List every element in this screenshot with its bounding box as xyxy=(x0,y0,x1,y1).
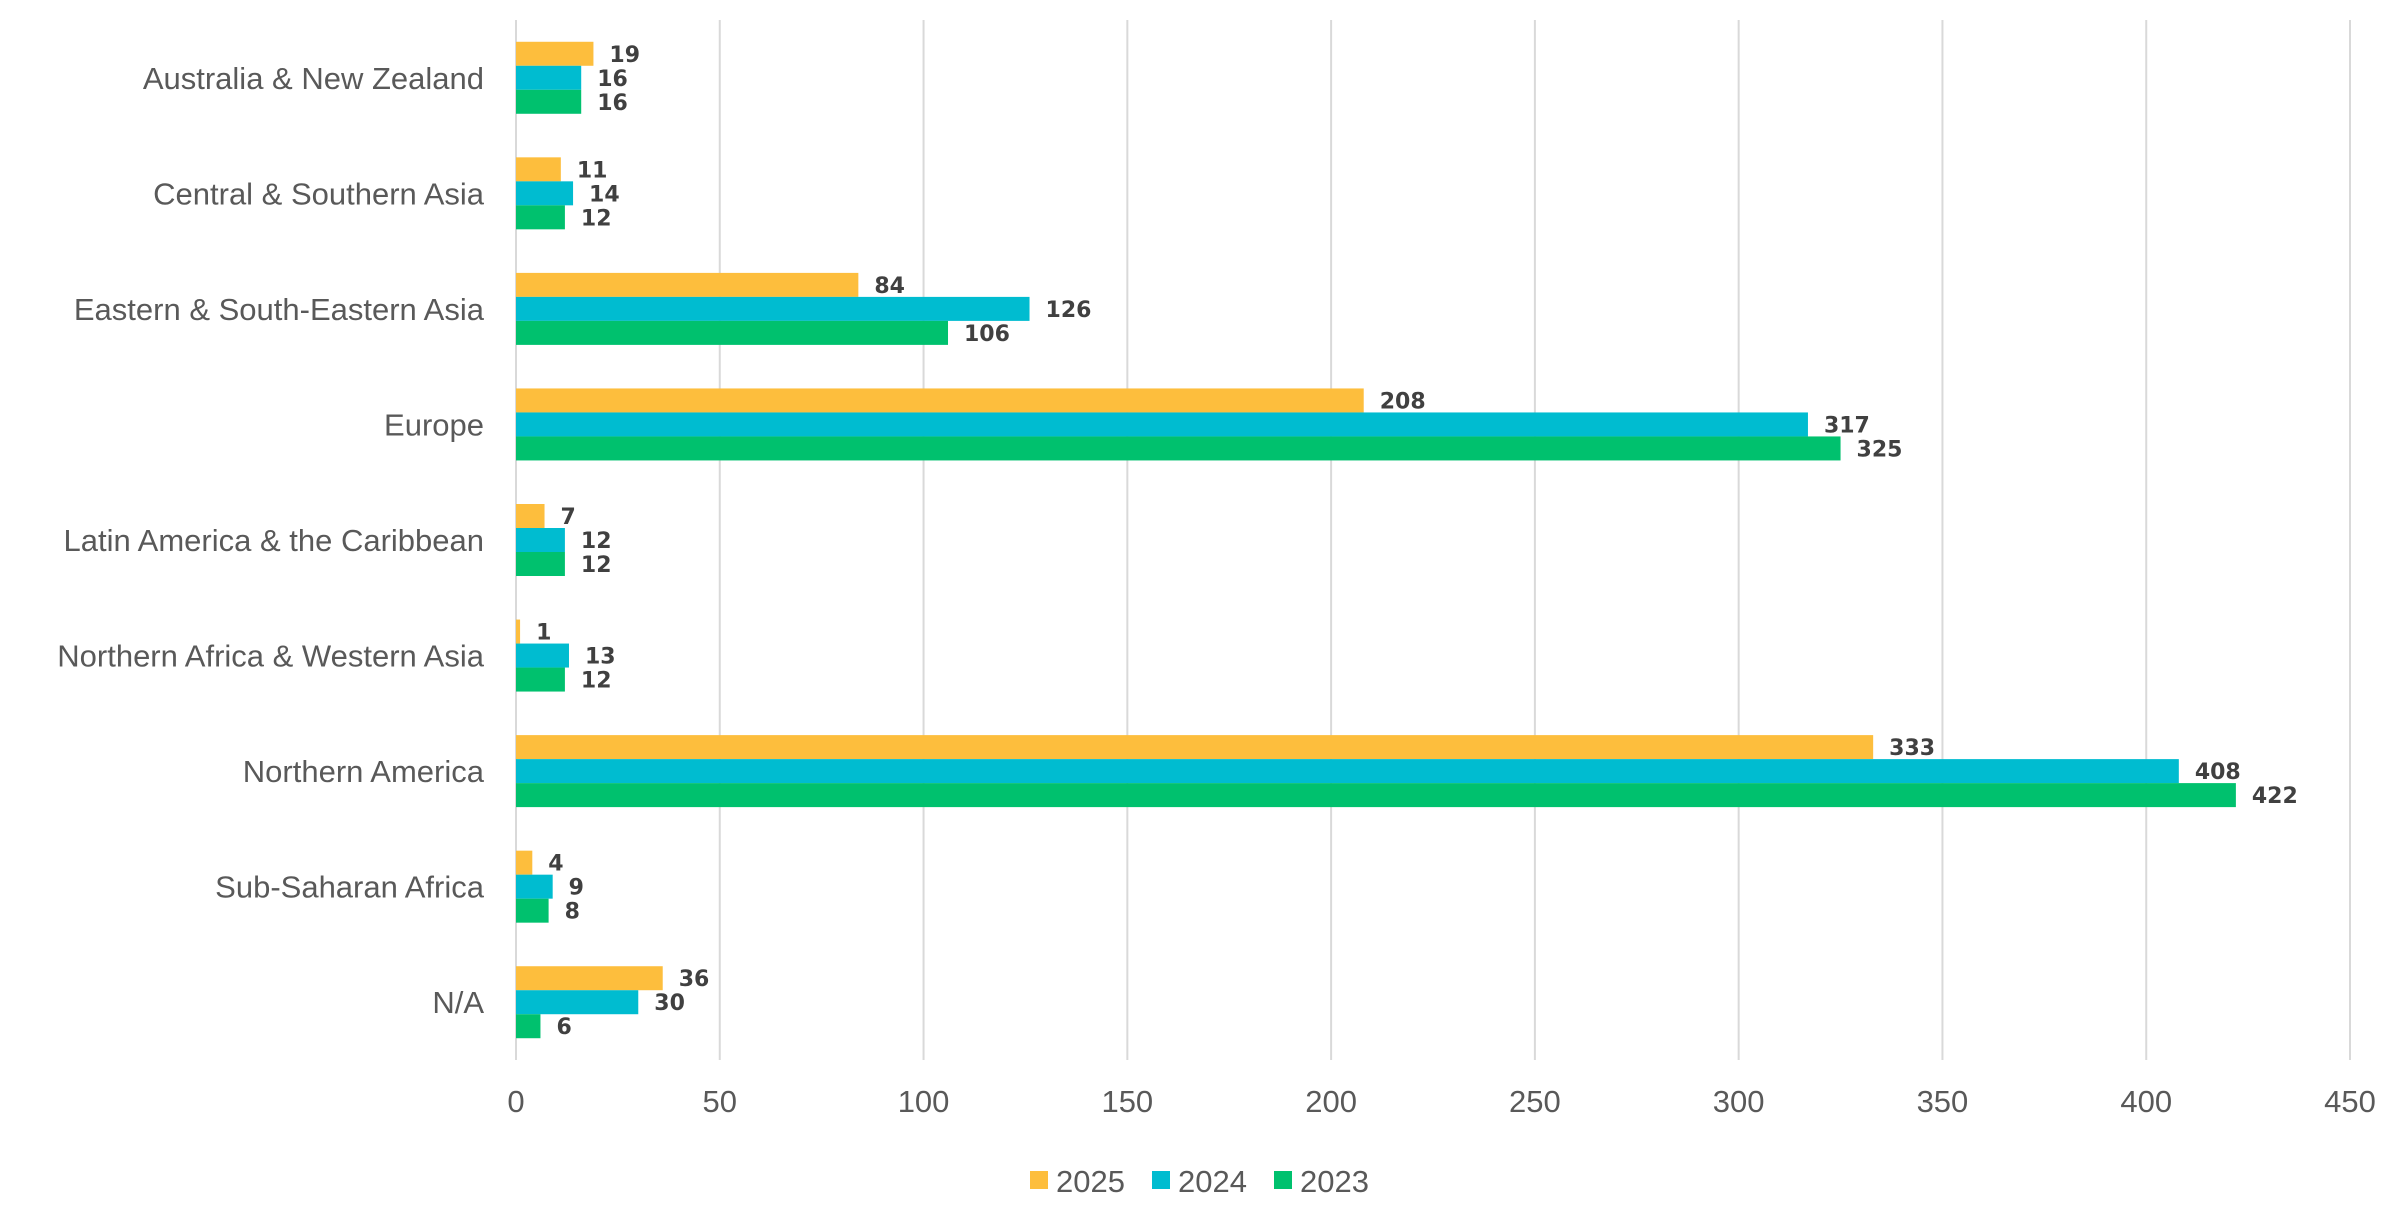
bar-2023-3 xyxy=(516,436,1841,461)
category-label-3: Europe xyxy=(384,407,484,442)
data-label-2023-3: 325 xyxy=(1857,437,1903,462)
bar-2024-1 xyxy=(516,181,574,206)
x-tick-label-150: 150 xyxy=(1101,1084,1153,1119)
legend-swatch-2024 xyxy=(1152,1171,1170,1189)
data-label-2023-2: 106 xyxy=(964,322,1010,347)
data-label-2025-8: 36 xyxy=(679,967,710,992)
data-label-2025-0: 19 xyxy=(609,43,640,68)
bar-2025-0 xyxy=(516,41,594,66)
legend-swatch-2025 xyxy=(1030,1171,1048,1189)
data-label-2025-3: 208 xyxy=(1380,389,1426,414)
bar-layer xyxy=(516,41,2236,1039)
data-label-2024-6: 408 xyxy=(2195,760,2241,785)
legend: 2025 2024 2023 xyxy=(1030,1164,1369,1199)
data-label-2023-5: 12 xyxy=(581,669,612,694)
legend-label-2025: 2025 xyxy=(1056,1164,1125,1199)
legend-swatch-2023 xyxy=(1274,1171,1292,1189)
legend-label-2023: 2023 xyxy=(1300,1164,1369,1199)
data-label-2023-1: 12 xyxy=(581,206,612,231)
data-label-2024-2: 126 xyxy=(1046,298,1092,323)
bar-2024-8 xyxy=(516,990,639,1015)
data-label-2023-6: 422 xyxy=(2252,784,2298,809)
x-tick-label-200: 200 xyxy=(1305,1084,1357,1119)
bar-2024-5 xyxy=(516,643,569,668)
category-label-5: Northern Africa & Western Asia xyxy=(57,639,484,674)
bar-2023-7 xyxy=(516,898,549,923)
bar-2023-0 xyxy=(516,89,582,114)
bar-2023-2 xyxy=(516,320,949,345)
bar-2024-0 xyxy=(516,65,582,90)
category-label-6: Northern America xyxy=(243,754,485,789)
bar-2025-4 xyxy=(516,504,545,528)
data-label-2024-4: 12 xyxy=(581,529,612,554)
bar-2023-8 xyxy=(516,1014,541,1039)
bar-2024-7 xyxy=(516,874,553,899)
data-label-2025-7: 4 xyxy=(548,852,563,877)
data-label-2023-8: 6 xyxy=(556,1015,571,1040)
x-tick-label-50: 50 xyxy=(703,1084,737,1119)
data-label-2024-1: 14 xyxy=(589,182,620,207)
data-label-2024-0: 16 xyxy=(597,67,628,92)
grid-layer xyxy=(515,20,2351,1060)
bar-2025-7 xyxy=(516,850,533,875)
label-layer: 0 50 100 150 200 250 300 350 400 450191616Austral… xyxy=(57,43,2376,1119)
bar-2025-1 xyxy=(516,157,561,182)
data-label-2025-6: 333 xyxy=(1889,736,1935,761)
x-tick-label-350: 350 xyxy=(1917,1084,1969,1119)
category-label-7: Sub-Saharan Africa xyxy=(215,870,485,905)
data-label-2025-4: 7 xyxy=(561,505,576,530)
x-tick-label-100: 100 xyxy=(898,1084,950,1119)
x-tick-label-300: 300 xyxy=(1713,1084,1765,1119)
data-label-2025-5: 1 xyxy=(536,621,551,646)
category-label-4: Latin America & the Caribbean xyxy=(64,523,484,558)
data-label-2025-1: 11 xyxy=(577,158,608,183)
data-label-2024-8: 30 xyxy=(654,991,685,1016)
category-label-2: Eastern & South-Eastern Asia xyxy=(74,292,485,327)
x-tick-label-0: 0 xyxy=(507,1084,524,1119)
bar-2025-6 xyxy=(516,735,1874,760)
data-label-2023-7: 8 xyxy=(565,900,580,925)
data-label-2023-0: 16 xyxy=(597,91,628,116)
legend-label-2024: 2024 xyxy=(1178,1164,1247,1199)
data-label-2024-7: 9 xyxy=(569,876,584,901)
data-label-2024-3: 317 xyxy=(1824,413,1870,438)
data-label-2024-5: 13 xyxy=(585,645,616,670)
bar-2023-4 xyxy=(516,552,565,576)
x-tick-label-250: 250 xyxy=(1509,1084,1561,1119)
x-tick-label-450: 450 xyxy=(2324,1084,2376,1119)
category-label-1: Central & Southern Asia xyxy=(153,176,485,211)
bar-2023-6 xyxy=(516,783,2236,808)
category-label-0: Australia & New Zealand xyxy=(143,61,484,96)
bar-2025-2 xyxy=(516,272,859,297)
category-label-8: N/A xyxy=(432,985,484,1020)
data-label-2025-2: 84 xyxy=(874,274,905,299)
bar-2024-2 xyxy=(516,296,1030,321)
bar-2024-3 xyxy=(516,412,1808,437)
bar-2024-6 xyxy=(516,759,2179,784)
x-tick-label-400: 400 xyxy=(2120,1084,2172,1119)
bar-2023-1 xyxy=(516,205,565,230)
bar-2025-5 xyxy=(516,619,521,644)
bar-2024-4 xyxy=(516,528,565,552)
bar-2025-3 xyxy=(516,388,1364,413)
data-label-2023-4: 12 xyxy=(581,553,612,578)
bar-2023-5 xyxy=(516,667,565,692)
bar-2025-8 xyxy=(516,966,663,991)
